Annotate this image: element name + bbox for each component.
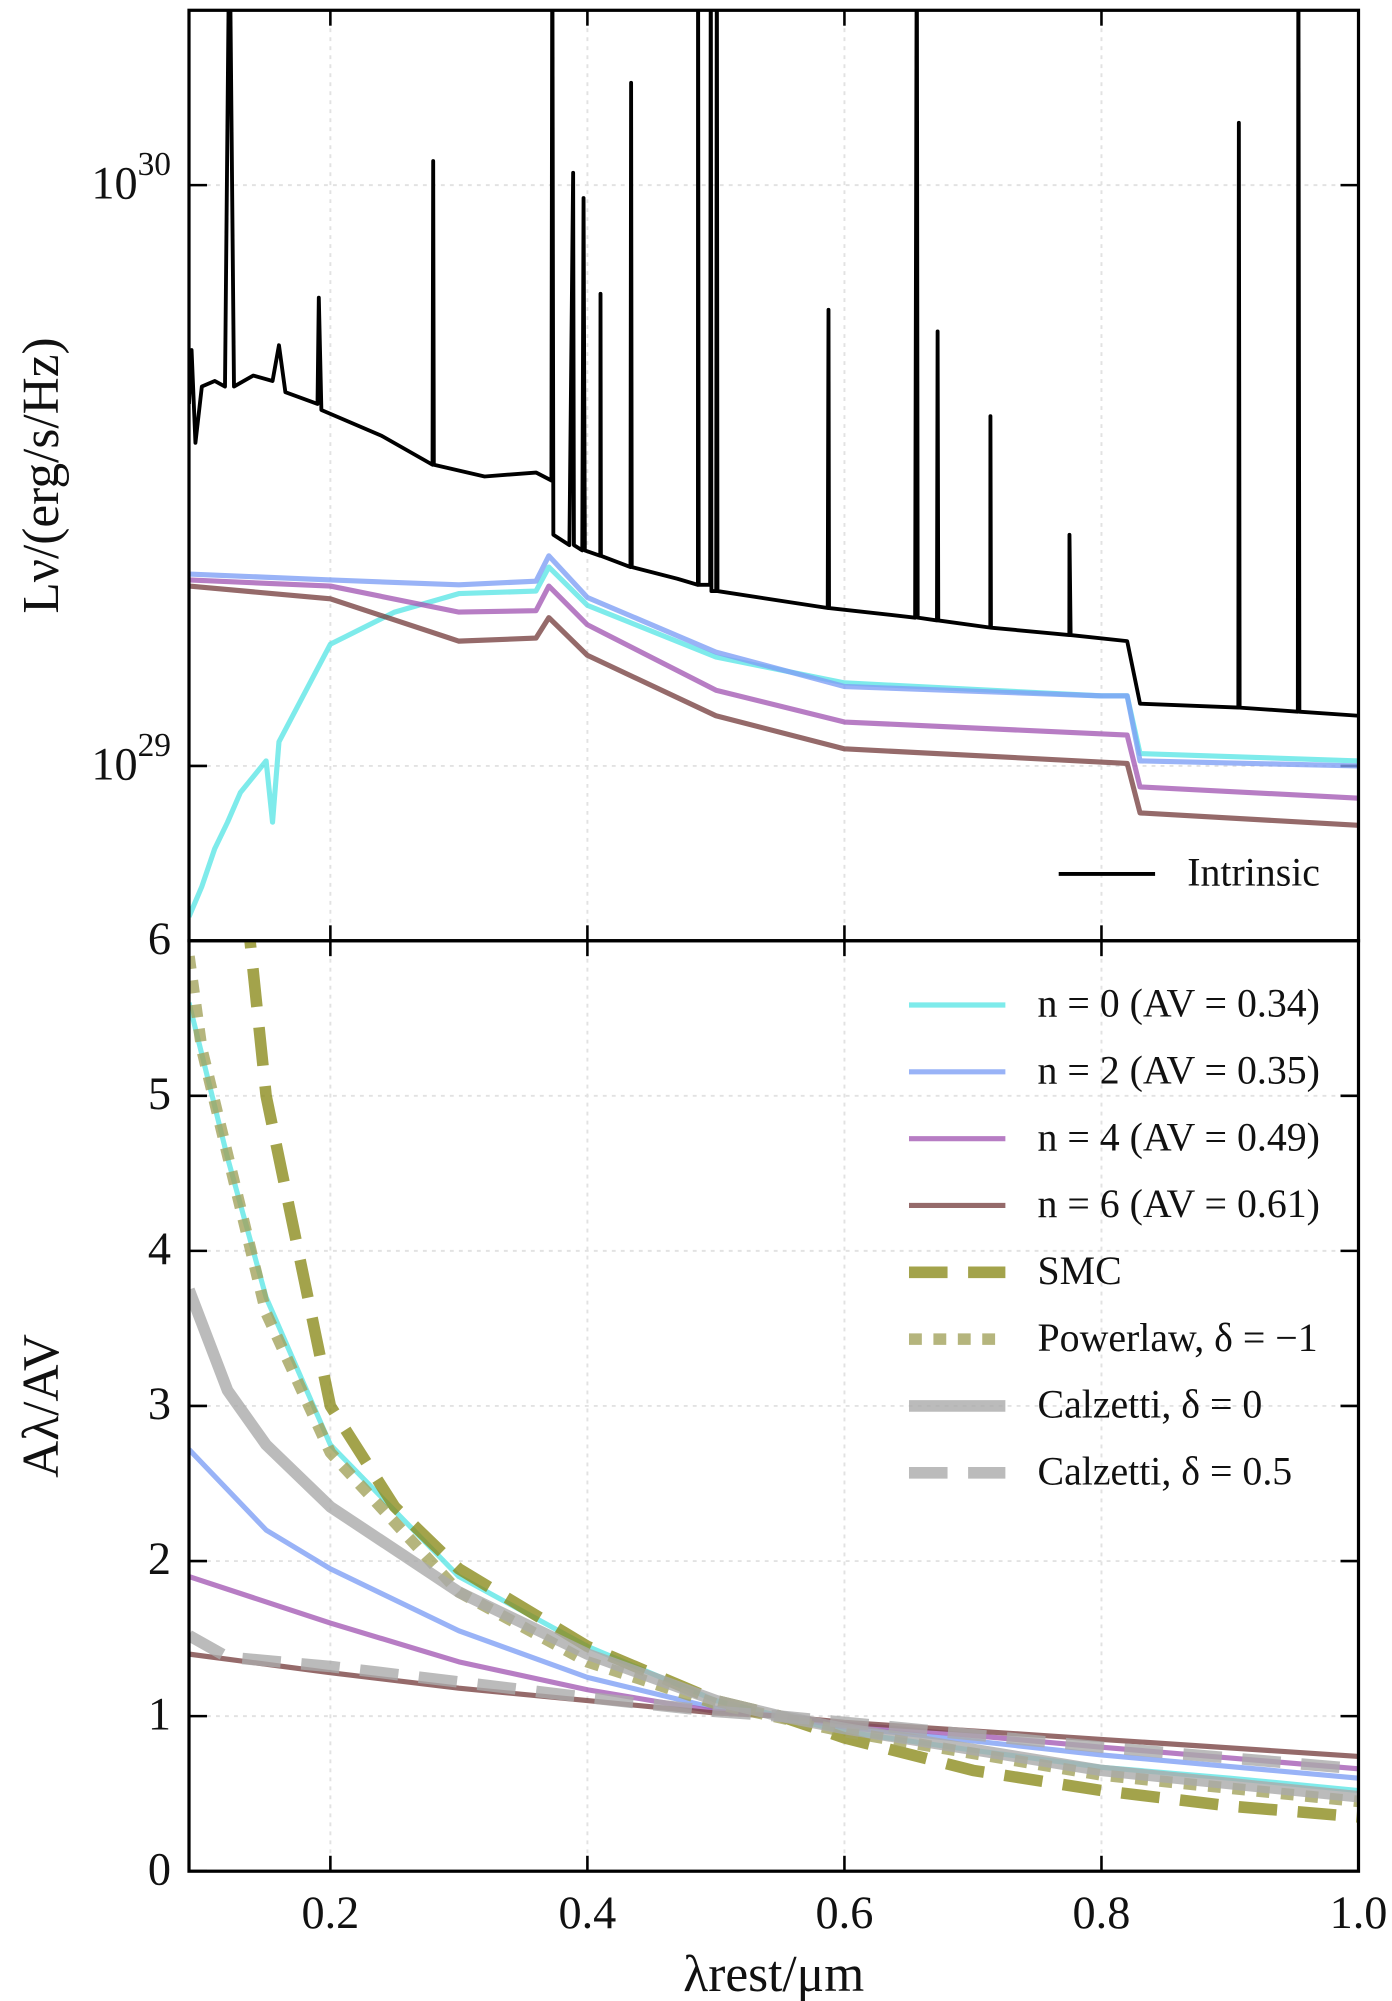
series-line <box>189 1630 1359 1775</box>
y-tick-label: 3 <box>148 1379 171 1430</box>
series-line <box>189 553 1359 769</box>
plot-area <box>189 10 1359 918</box>
series-line <box>189 10 1359 718</box>
legend-label: SMC <box>1038 1248 1122 1293</box>
panel: 10^29 10^30 Intrinsic Lν/(erg/s/Hz) <box>13 8 1361 943</box>
y-tick-label: 10^29 <box>91 727 171 791</box>
y-axis-label: Aλ/AV <box>13 1334 70 1478</box>
legend-label: n = 4 (AV = 0.49) <box>1038 1114 1320 1159</box>
y-tick-label: 0 <box>148 1844 171 1895</box>
series-line <box>189 577 1359 801</box>
series-line <box>189 564 1359 918</box>
x-tick-label: 0.2 <box>301 1888 359 1939</box>
y-axis-label: Lν/(erg/s/Hz) <box>13 337 70 613</box>
legend: Intrinsic <box>1058 850 1320 895</box>
x-tick-label: 0.4 <box>558 1888 616 1939</box>
series-line <box>244 940 1359 1823</box>
legend: n = 0 (AV = 0.34) n = 2 (AV = 0.35) n = 4 … <box>908 981 1320 1494</box>
legend-label: Intrinsic <box>1187 850 1320 895</box>
axes-frame <box>187 939 1361 1873</box>
plot-area <box>189 940 1359 1823</box>
axes-frame <box>187 8 1361 943</box>
legend-label: n = 2 (AV = 0.35) <box>1038 1048 1320 1093</box>
y-tick-label: 10^30 <box>91 146 171 210</box>
x-tick-label: 0.6 <box>816 1888 874 1939</box>
series-line <box>189 1287 1359 1803</box>
legend-label: Calzetti, δ = 0 <box>1038 1382 1263 1427</box>
x-tick-label: 1.0 <box>1330 1888 1388 1939</box>
x-tick-label: 0.8 <box>1073 1888 1131 1939</box>
legend-label: Powerlaw, δ = −1 <box>1038 1315 1318 1360</box>
series-line <box>189 1447 1359 1781</box>
y-tick-label: 6 <box>148 914 171 965</box>
legend-label: n = 0 (AV = 0.34) <box>1038 981 1320 1026</box>
legend-label: n = 6 (AV = 0.61) <box>1038 1181 1320 1226</box>
y-tick-label: 2 <box>148 1534 171 1585</box>
x-axis-label: λrest/μm <box>683 1946 864 2001</box>
y-tick-label: 1 <box>148 1689 171 1740</box>
y-tick-label: 4 <box>148 1224 171 1275</box>
legend-label: Calzetti, δ = 0.5 <box>1038 1449 1293 1494</box>
series-line <box>189 583 1359 828</box>
y-tick-label: 5 <box>148 1069 171 1120</box>
